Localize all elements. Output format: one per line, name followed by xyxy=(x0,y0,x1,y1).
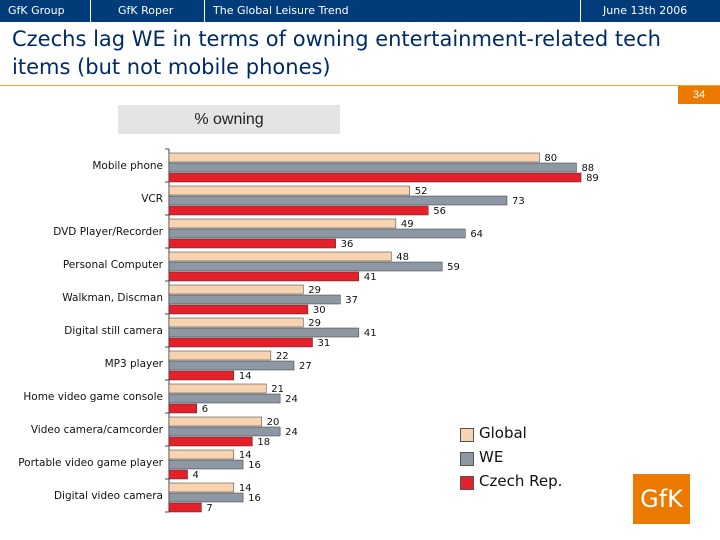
data-label: 4 xyxy=(193,470,199,481)
gfk-logo: GfK xyxy=(633,474,690,524)
data-label: 49 xyxy=(401,219,414,230)
data-label: 41 xyxy=(364,328,377,339)
data-label: 22 xyxy=(276,351,289,362)
data-label: 29 xyxy=(308,318,321,329)
bar xyxy=(168,228,466,239)
bar xyxy=(168,294,341,305)
bar xyxy=(168,172,582,183)
data-label: 30 xyxy=(313,305,326,316)
bar xyxy=(168,383,267,394)
bar xyxy=(168,195,508,206)
slide-title: Czechs lag WE in terms of owning enterta… xyxy=(12,27,661,79)
category-label: Portable video game player xyxy=(18,457,163,469)
legend-label-czech: Czech Rep. xyxy=(479,472,563,490)
header-separator xyxy=(580,0,581,22)
data-label: 73 xyxy=(512,196,525,207)
header-tab-gfk-group[interactable]: GfK Group xyxy=(8,4,65,17)
legend-swatch-global xyxy=(460,428,474,442)
data-label: 88 xyxy=(581,163,594,174)
header-date: June 13th 2006 xyxy=(603,4,688,17)
bar xyxy=(168,449,235,460)
legend-label-we: WE xyxy=(479,448,504,466)
header-tab-gfk-roper[interactable]: GfK Roper xyxy=(118,4,174,17)
bar xyxy=(168,185,411,196)
category-label: DVD Player/Recorder xyxy=(53,226,163,238)
chart-subtitle: % owning xyxy=(118,105,340,134)
title-divider xyxy=(0,85,720,86)
bar xyxy=(168,459,244,470)
bar xyxy=(168,403,198,414)
page-number: 34 xyxy=(678,86,720,104)
bar xyxy=(168,337,313,348)
header-separator xyxy=(90,0,91,22)
data-label: 36 xyxy=(341,239,354,250)
category-label: Personal Computer xyxy=(63,259,164,271)
data-label: 16 xyxy=(248,493,261,504)
category-label: Home video game console xyxy=(23,391,163,403)
data-label: 24 xyxy=(285,394,298,405)
category-label: MP3 player xyxy=(105,358,164,370)
data-label: 56 xyxy=(433,206,446,217)
legend-label-global: Global xyxy=(479,424,527,442)
data-label: 52 xyxy=(415,186,428,197)
data-label: 31 xyxy=(318,338,331,349)
header-bar: GfK Group GfK Roper The Global Leisure T… xyxy=(0,0,720,22)
bar xyxy=(168,271,360,282)
data-label: 20 xyxy=(267,417,280,428)
chart-legend: Global WE Czech Rep. xyxy=(456,420,576,493)
data-label: 41 xyxy=(364,272,377,283)
bar xyxy=(168,327,360,338)
category-label: Video camera/camcorder xyxy=(31,424,164,436)
data-label: 7 xyxy=(206,503,212,514)
bar xyxy=(168,251,392,262)
data-label: 59 xyxy=(447,262,460,273)
data-label: 29 xyxy=(308,285,321,296)
data-label: 64 xyxy=(470,229,483,240)
bar xyxy=(168,162,577,173)
bar xyxy=(168,469,188,480)
data-label: 89 xyxy=(586,173,599,184)
bar xyxy=(168,370,235,381)
bar xyxy=(168,284,304,295)
bar xyxy=(168,261,443,272)
bar xyxy=(168,360,295,371)
data-label: 21 xyxy=(271,384,284,395)
data-label: 18 xyxy=(257,437,270,448)
bar xyxy=(168,393,281,404)
data-label: 48 xyxy=(396,252,409,263)
data-label: 14 xyxy=(239,371,252,382)
bar xyxy=(168,502,202,513)
data-label: 80 xyxy=(544,153,557,164)
bar xyxy=(168,482,235,493)
bar xyxy=(168,238,336,249)
data-label: 14 xyxy=(239,450,252,461)
header-separator xyxy=(204,0,205,22)
bar xyxy=(168,304,309,315)
category-label: Mobile phone xyxy=(92,160,163,172)
legend-swatch-czech xyxy=(460,476,474,490)
category-label: VCR xyxy=(141,193,163,205)
bar xyxy=(168,426,281,437)
data-label: 14 xyxy=(239,483,252,494)
bar xyxy=(168,436,253,447)
data-label: 16 xyxy=(248,460,261,471)
data-label: 27 xyxy=(299,361,312,372)
category-label: Walkman, Discman xyxy=(62,292,163,304)
bar xyxy=(168,317,304,328)
bar xyxy=(168,152,540,163)
bar xyxy=(168,218,397,229)
data-label: 37 xyxy=(345,295,358,306)
legend-swatch-we xyxy=(460,452,474,466)
data-label: 6 xyxy=(202,404,208,415)
bar xyxy=(168,416,262,427)
data-label: 24 xyxy=(285,427,298,438)
bar xyxy=(168,205,429,216)
bar xyxy=(168,350,272,361)
bar xyxy=(168,492,244,503)
category-label: Digital still camera xyxy=(64,325,163,337)
header-tab-leisure-trend[interactable]: The Global Leisure Trend xyxy=(213,4,349,17)
category-label: Digital video camera xyxy=(54,490,163,502)
